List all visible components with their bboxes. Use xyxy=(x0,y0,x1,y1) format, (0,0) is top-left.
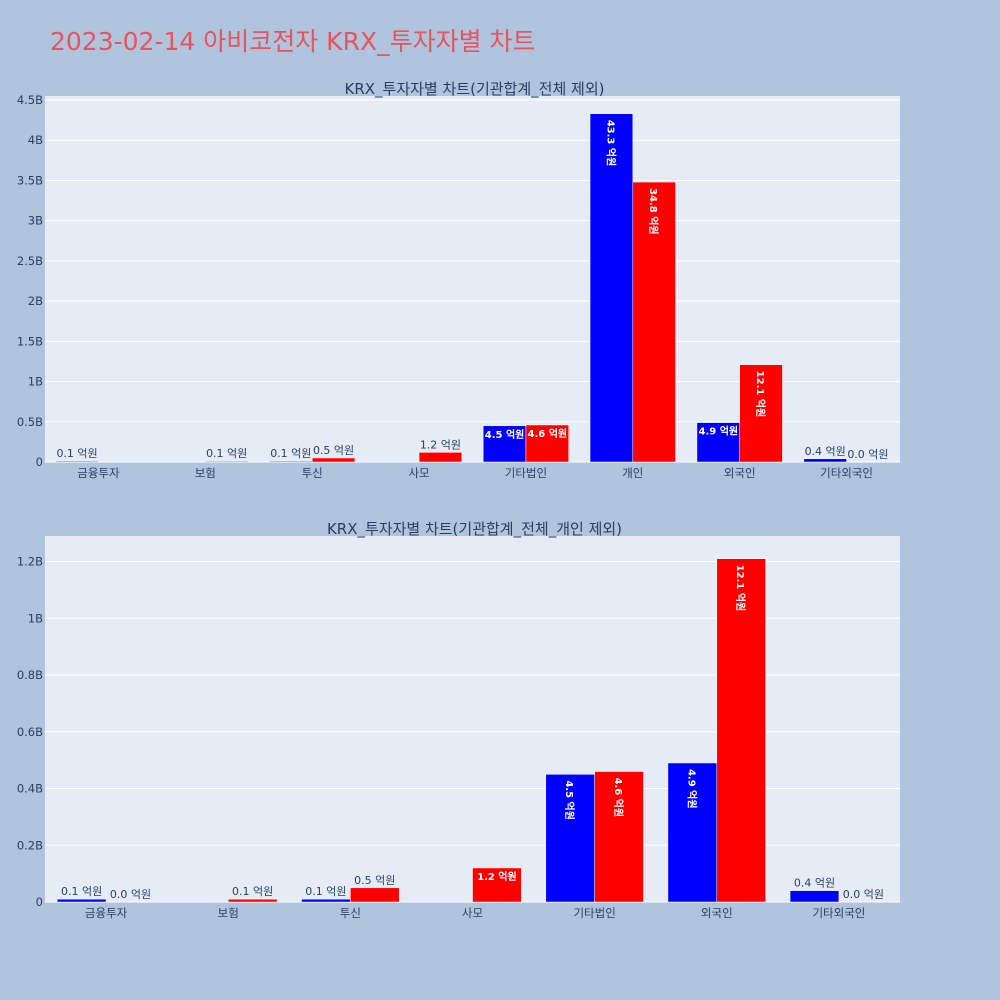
data-label: 0.0 억원 xyxy=(110,888,151,901)
bar xyxy=(311,457,356,463)
y-tick-label: 0.4B xyxy=(17,782,43,796)
x-tick-label: 투신 xyxy=(340,906,361,920)
data-label: 4.6 억원 xyxy=(528,427,568,440)
y-tick-label: 0.2B xyxy=(17,838,43,852)
plot-area xyxy=(45,536,900,902)
data-label: 1.2 억원 xyxy=(420,438,461,451)
y-tick-label: 4.5B xyxy=(17,93,43,107)
data-label: 4.5 억원 xyxy=(563,780,576,820)
bar xyxy=(696,422,740,463)
chart-title: KRX_투자자별 차트(기관합계_전체_개인 제외) xyxy=(327,520,622,539)
data-label: 4.9 억원 xyxy=(699,425,739,438)
data-label: 12.1 억원 xyxy=(734,565,747,612)
y-tick-label: 1B xyxy=(28,375,43,389)
data-label: 0.4 억원 xyxy=(805,445,846,458)
y-tick-label: 0.6B xyxy=(17,725,43,739)
bar xyxy=(589,113,634,463)
x-tick-label: 금융투자 xyxy=(85,906,128,920)
bar xyxy=(472,867,522,903)
bar xyxy=(789,890,840,903)
data-label: 0.1 억원 xyxy=(206,447,247,460)
x-tick-label: 사모 xyxy=(408,466,429,480)
x-tick-label: 개인 xyxy=(622,466,643,480)
bar xyxy=(667,762,718,903)
bottom-chart: 0 0.2B 0.4B 0.6B 0.8B 1B 1.2B KRX_투자자별 차트(기관합계_… xyxy=(17,520,900,920)
data-label: 1.2 억원 xyxy=(477,870,517,883)
y-tick-label: 1.5B xyxy=(17,334,43,348)
bar xyxy=(716,558,766,903)
bar xyxy=(55,460,99,463)
bar xyxy=(269,460,313,463)
bar xyxy=(482,425,527,463)
data-label: 0.1 억원 xyxy=(305,885,346,898)
bar xyxy=(632,181,676,463)
x-tick-label: 외국인 xyxy=(724,466,756,480)
x-tick-label: 기타외국인 xyxy=(820,466,873,480)
data-label: 4.5 억원 xyxy=(485,428,525,441)
x-tick-label: 기타법인 xyxy=(573,906,615,920)
y-tick-label: 3.5B xyxy=(17,173,43,187)
chart-title: KRX_투자자별 차트(기관합계_전체 제외) xyxy=(345,80,605,99)
y-tick-label: 3B xyxy=(28,214,43,228)
y-tick-label: 1B xyxy=(28,611,43,625)
data-label: 0.1 억원 xyxy=(270,447,311,460)
bar xyxy=(56,898,107,903)
bar xyxy=(301,898,351,903)
bar xyxy=(418,452,463,463)
y-tick-label: 0 xyxy=(36,895,43,909)
bar xyxy=(525,424,569,463)
bar xyxy=(227,898,278,903)
bar xyxy=(545,774,595,903)
data-label: 0.0 억원 xyxy=(847,448,888,461)
bar xyxy=(739,364,783,463)
data-label: 4.9 억원 xyxy=(685,769,698,809)
y-tick-label: 4B xyxy=(28,133,43,147)
x-tick-label: 보험 xyxy=(218,906,239,920)
x-tick-label: 외국인 xyxy=(701,906,733,920)
top-chart: 0 0.5B 1B 1.5B 2B 2.5B 3B 3.5B 4B 4.5B KRX_투자자별 차트… xyxy=(17,80,900,480)
bar xyxy=(350,887,400,903)
data-label: 0.1 억원 xyxy=(232,885,273,898)
data-label: 43.3 억원 xyxy=(604,120,617,167)
data-label: 0.0 억원 xyxy=(843,888,884,901)
y-tick-label: 0 xyxy=(36,455,43,469)
bar xyxy=(803,458,847,463)
x-tick-label: 보험 xyxy=(195,466,216,480)
y-tick-label: 0.8B xyxy=(17,668,43,682)
data-label: 4.6 억원 xyxy=(612,777,625,817)
bar xyxy=(205,460,249,463)
data-label: 0.5 억원 xyxy=(313,444,354,457)
x-tick-label: 사모 xyxy=(462,906,483,920)
data-label: 0.4 억원 xyxy=(794,877,835,890)
x-tick-label: 금융투자 xyxy=(77,466,120,480)
data-label: 12.1 억원 xyxy=(754,371,767,418)
y-tick-label: 2.5B xyxy=(17,254,43,268)
page-title: 2023-02-14 아비코전자 KRX_투자자별 차트 xyxy=(50,27,536,56)
y-tick-label: 2B xyxy=(28,294,43,308)
data-label: 34.8 억원 xyxy=(647,188,660,235)
data-label: 0.5 억원 xyxy=(354,874,395,887)
x-tick-label: 투신 xyxy=(302,466,323,480)
y-tick-label: 1.2B xyxy=(17,555,43,569)
x-tick-label: 기타외국인 xyxy=(812,906,865,920)
data-label: 0.1 억원 xyxy=(61,885,102,898)
y-tick-label: 0.5B xyxy=(17,415,43,429)
x-tick-label: 기타법인 xyxy=(505,466,547,480)
data-label: 0.1 억원 xyxy=(56,447,97,460)
bar xyxy=(594,771,644,903)
